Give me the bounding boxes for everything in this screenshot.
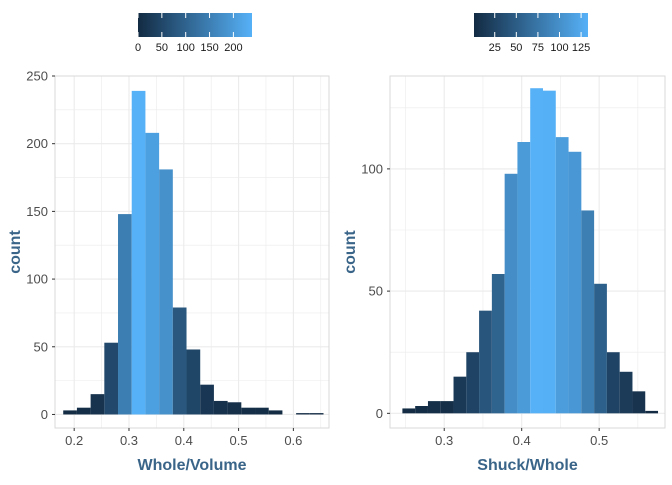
x-tick-label: 0.3 [435,433,453,448]
y-tick-label: 200 [26,136,48,151]
chart-panel-2: 0.3 0.4 0.5 0 50 100 Shuck/Whole count [342,75,666,474]
histogram-bar [440,401,454,414]
histogram-bar [63,410,77,415]
x-tick-label: 0.6 [284,433,302,448]
histogram-bar [268,410,283,415]
histogram-bar [491,274,505,414]
histogram-bar [186,349,201,415]
x-tick-label: 0.4 [513,433,531,448]
colorbar-label: 100 [550,42,568,54]
y-tick-label: 100 [361,161,383,176]
histogram-bar [90,394,105,415]
y-tick-label: 150 [26,204,48,219]
histogram-bar [296,413,310,415]
histogram-bar [255,407,269,415]
histogram-bar [555,137,569,414]
colorbar-label: 0 [135,42,141,54]
y-tick-label: 0 [376,406,383,421]
histogram-bar [530,88,543,414]
histogram-bar [517,142,531,414]
histogram-bar [145,132,160,415]
colorbar-label: 50 [156,42,168,54]
histogram-bar [415,406,428,414]
y-tick-label: 50 [34,339,48,354]
y-tick-label: 0 [41,407,48,422]
histogram-bar [645,410,659,414]
histogram-bar [427,401,441,414]
colorbar [138,13,252,37]
colorbar-label: 75 [532,42,544,54]
histogram-bar [606,352,620,414]
x-tick-label: 0.5 [590,433,608,448]
histogram-bar [453,376,467,414]
histogram-bar [466,352,480,414]
histogram-bar [568,151,582,414]
histogram-bar [159,169,173,415]
colorbar-label: 200 [224,42,242,54]
colorbar-label: 150 [200,42,218,54]
y-tick-label: 50 [369,284,383,299]
fill-legend-2: 25 50 75 100 125 [474,13,590,54]
y-tick-label: 250 [26,69,48,84]
y-axis-title: count [342,230,359,274]
histogram-bar [402,408,416,414]
histogram-bar [213,400,228,415]
colorbar [474,13,588,37]
histogram-bar [131,90,146,415]
histogram-bar [104,342,119,415]
x-axis-title: Whole/Volume [137,457,246,474]
histogram-bar [594,283,607,414]
colorbar-label: 50 [510,42,522,54]
histogram-bar [200,384,214,415]
histogram-bar [241,407,256,415]
histogram-bar [479,310,492,414]
x-tick-label: 0.3 [120,433,138,448]
histogram-bar [172,307,187,415]
fill-legend-1: 0 50 100 150 200 [135,13,252,54]
x-tick-label: 0.2 [65,433,83,448]
histogram-bar [309,413,324,415]
histogram-bar [504,173,518,414]
colorbar-label: 25 [489,42,501,54]
y-tick-label: 100 [26,272,48,287]
histogram-bar [227,402,242,415]
histogram-bar [542,90,556,414]
colorbar-label: 100 [177,42,195,54]
panel-border [54,75,330,429]
histogram-bar [632,391,646,414]
x-tick-label: 0.5 [230,433,248,448]
panel-border [389,75,666,429]
histogram-bar [619,371,633,414]
colorbar-label: 125 [572,42,590,54]
histogram-bar [581,210,595,414]
histogram-bar [118,214,132,415]
histogram-bar [76,407,91,415]
x-tick-label: 0.4 [175,433,193,448]
x-axis-title: Shuck/Whole [477,457,578,474]
chart-panel-1: 0.2 0.3 0.4 0.5 0.6 0 50 100 150 200 250 Whole/Volu… [7,69,330,474]
y-axis-title: count [7,230,24,274]
